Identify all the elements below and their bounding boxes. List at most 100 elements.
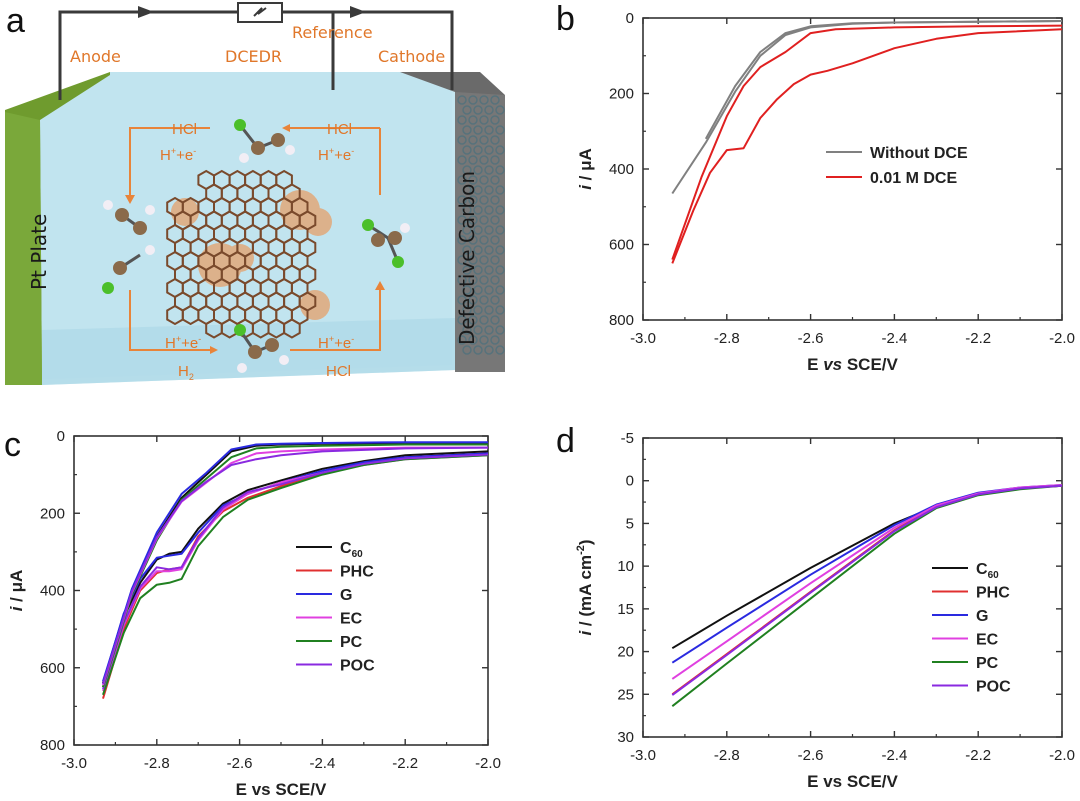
y-tick-label: 10 [617,558,634,575]
hcl-top-right: HCl [327,121,352,138]
series-line-poc [102,453,489,690]
legend-label: PC [340,634,363,651]
y-tick-label: 800 [609,312,634,329]
series-line-poc [102,446,489,685]
carbon-pore [462,285,472,295]
h-e-bottom-right: H++e- [318,334,354,352]
carbon-pore [468,195,478,205]
carbon-pore [495,285,505,295]
carbon-pore [457,115,467,125]
carbon-pore [490,315,500,325]
series-line-without-dce [704,20,1063,140]
carbon-pore [490,95,500,105]
x-tick-label: -2.2 [965,330,991,347]
defective-carbon-label: Defective Carbon [455,171,479,345]
y-tick-label: -5 [621,430,634,447]
x-axis-label: E vs SCE/V [807,355,898,374]
legend-label: C60 [340,540,363,560]
carbon-pore [479,315,489,325]
carbon-pore [457,275,467,285]
x-tick-label: -3.0 [630,330,656,347]
carbon-pore [468,175,478,185]
x-tick-label: -2.6 [798,747,824,764]
carbon-pore [473,345,483,355]
carbon-pore [473,205,483,215]
carbon-pore [457,95,467,105]
carbon-pore [473,165,483,175]
carbon-pore [479,155,489,165]
carbon-pore [457,255,467,265]
y-tick-label: 600 [609,237,634,254]
carbon-pore [495,305,505,315]
pt-plate-face [5,112,42,385]
chart-c: -3.0 -2.8 -2.6 -2.4 -2.2 -2.0 0 200 400 600 800 E v… [7,428,501,799]
carbon-pore [462,225,472,235]
y-tick-label: 0 [626,10,634,27]
x-axis-label: E vs SCE/V [807,772,898,791]
carbon-pore [457,135,467,145]
carbon-pore [473,285,483,295]
carbon-pore [490,195,500,205]
carbon-pore [495,325,505,335]
molecule-right [362,219,410,268]
carbon-pore [462,305,472,315]
carbon-pore [490,275,500,285]
carbon-pore [479,195,489,205]
y-tick-label: 5 [626,515,634,532]
h-e-bottom-left: H++e- [165,334,201,352]
carbon-pore [479,255,489,265]
carbon-pore [479,215,489,225]
carbon-pore [473,125,483,135]
dcedr-label: DCEDR [225,47,282,66]
carbon-pore [457,195,467,205]
carbon-pore [457,315,467,325]
carbon-pore [462,145,472,155]
graphene-sheet [166,169,317,339]
x-tick-label: -2.4 [881,330,907,347]
y-tick-label: 15 [617,601,634,618]
carbon-pore [468,115,478,125]
hcl-top-left: HCl [172,121,197,138]
hcl-bottom-right: HCl [326,363,351,380]
reaction-arrows [129,127,381,351]
series-line-ec [102,454,489,692]
carbon-pore [495,105,505,115]
x-tick-label: -2.6 [798,330,824,347]
legend-label: G [976,608,988,625]
wire-arrow-2 [350,6,366,18]
carbon-pore [462,345,472,355]
carbon-pore [490,235,500,245]
legend-label: G [340,587,352,604]
y-tick-label: 20 [617,644,634,661]
carbon-pore [479,135,489,145]
y-tick-label: 25 [617,686,634,703]
carbon-pore [484,325,494,335]
y-tick-label: 0 [57,428,65,445]
x-axis-label: E vs SCE/V [236,780,327,799]
panel-letter-a: a [6,2,25,40]
carbon-pore [490,215,500,225]
x-tick-label: -2.0 [1049,747,1075,764]
legend-label: 0.01 M DCE [870,170,957,187]
carbon-pore [484,345,494,355]
carbon-pore [479,95,489,105]
carbon-pore [468,95,478,105]
carbon-pore [468,215,478,225]
legend-label: C60 [976,561,999,581]
carbon-pore [484,105,494,115]
x-tick-label: -2.2 [392,755,418,772]
carbon-mesh [457,95,505,355]
carbon-pore [479,335,489,345]
h2-bottom-left: H2 [178,363,194,382]
carbon-pore [462,185,472,195]
carbon-pore [490,135,500,145]
series-line-c60 [102,450,489,688]
carbon-pore [479,275,489,285]
carbon-pore [457,215,467,225]
legend-label: Without DCE [870,145,968,162]
dce-molecules [102,119,410,373]
y-tick-label: 800 [40,737,65,754]
x-tick-label: -2.0 [475,755,501,772]
carbon-pore [495,205,505,215]
